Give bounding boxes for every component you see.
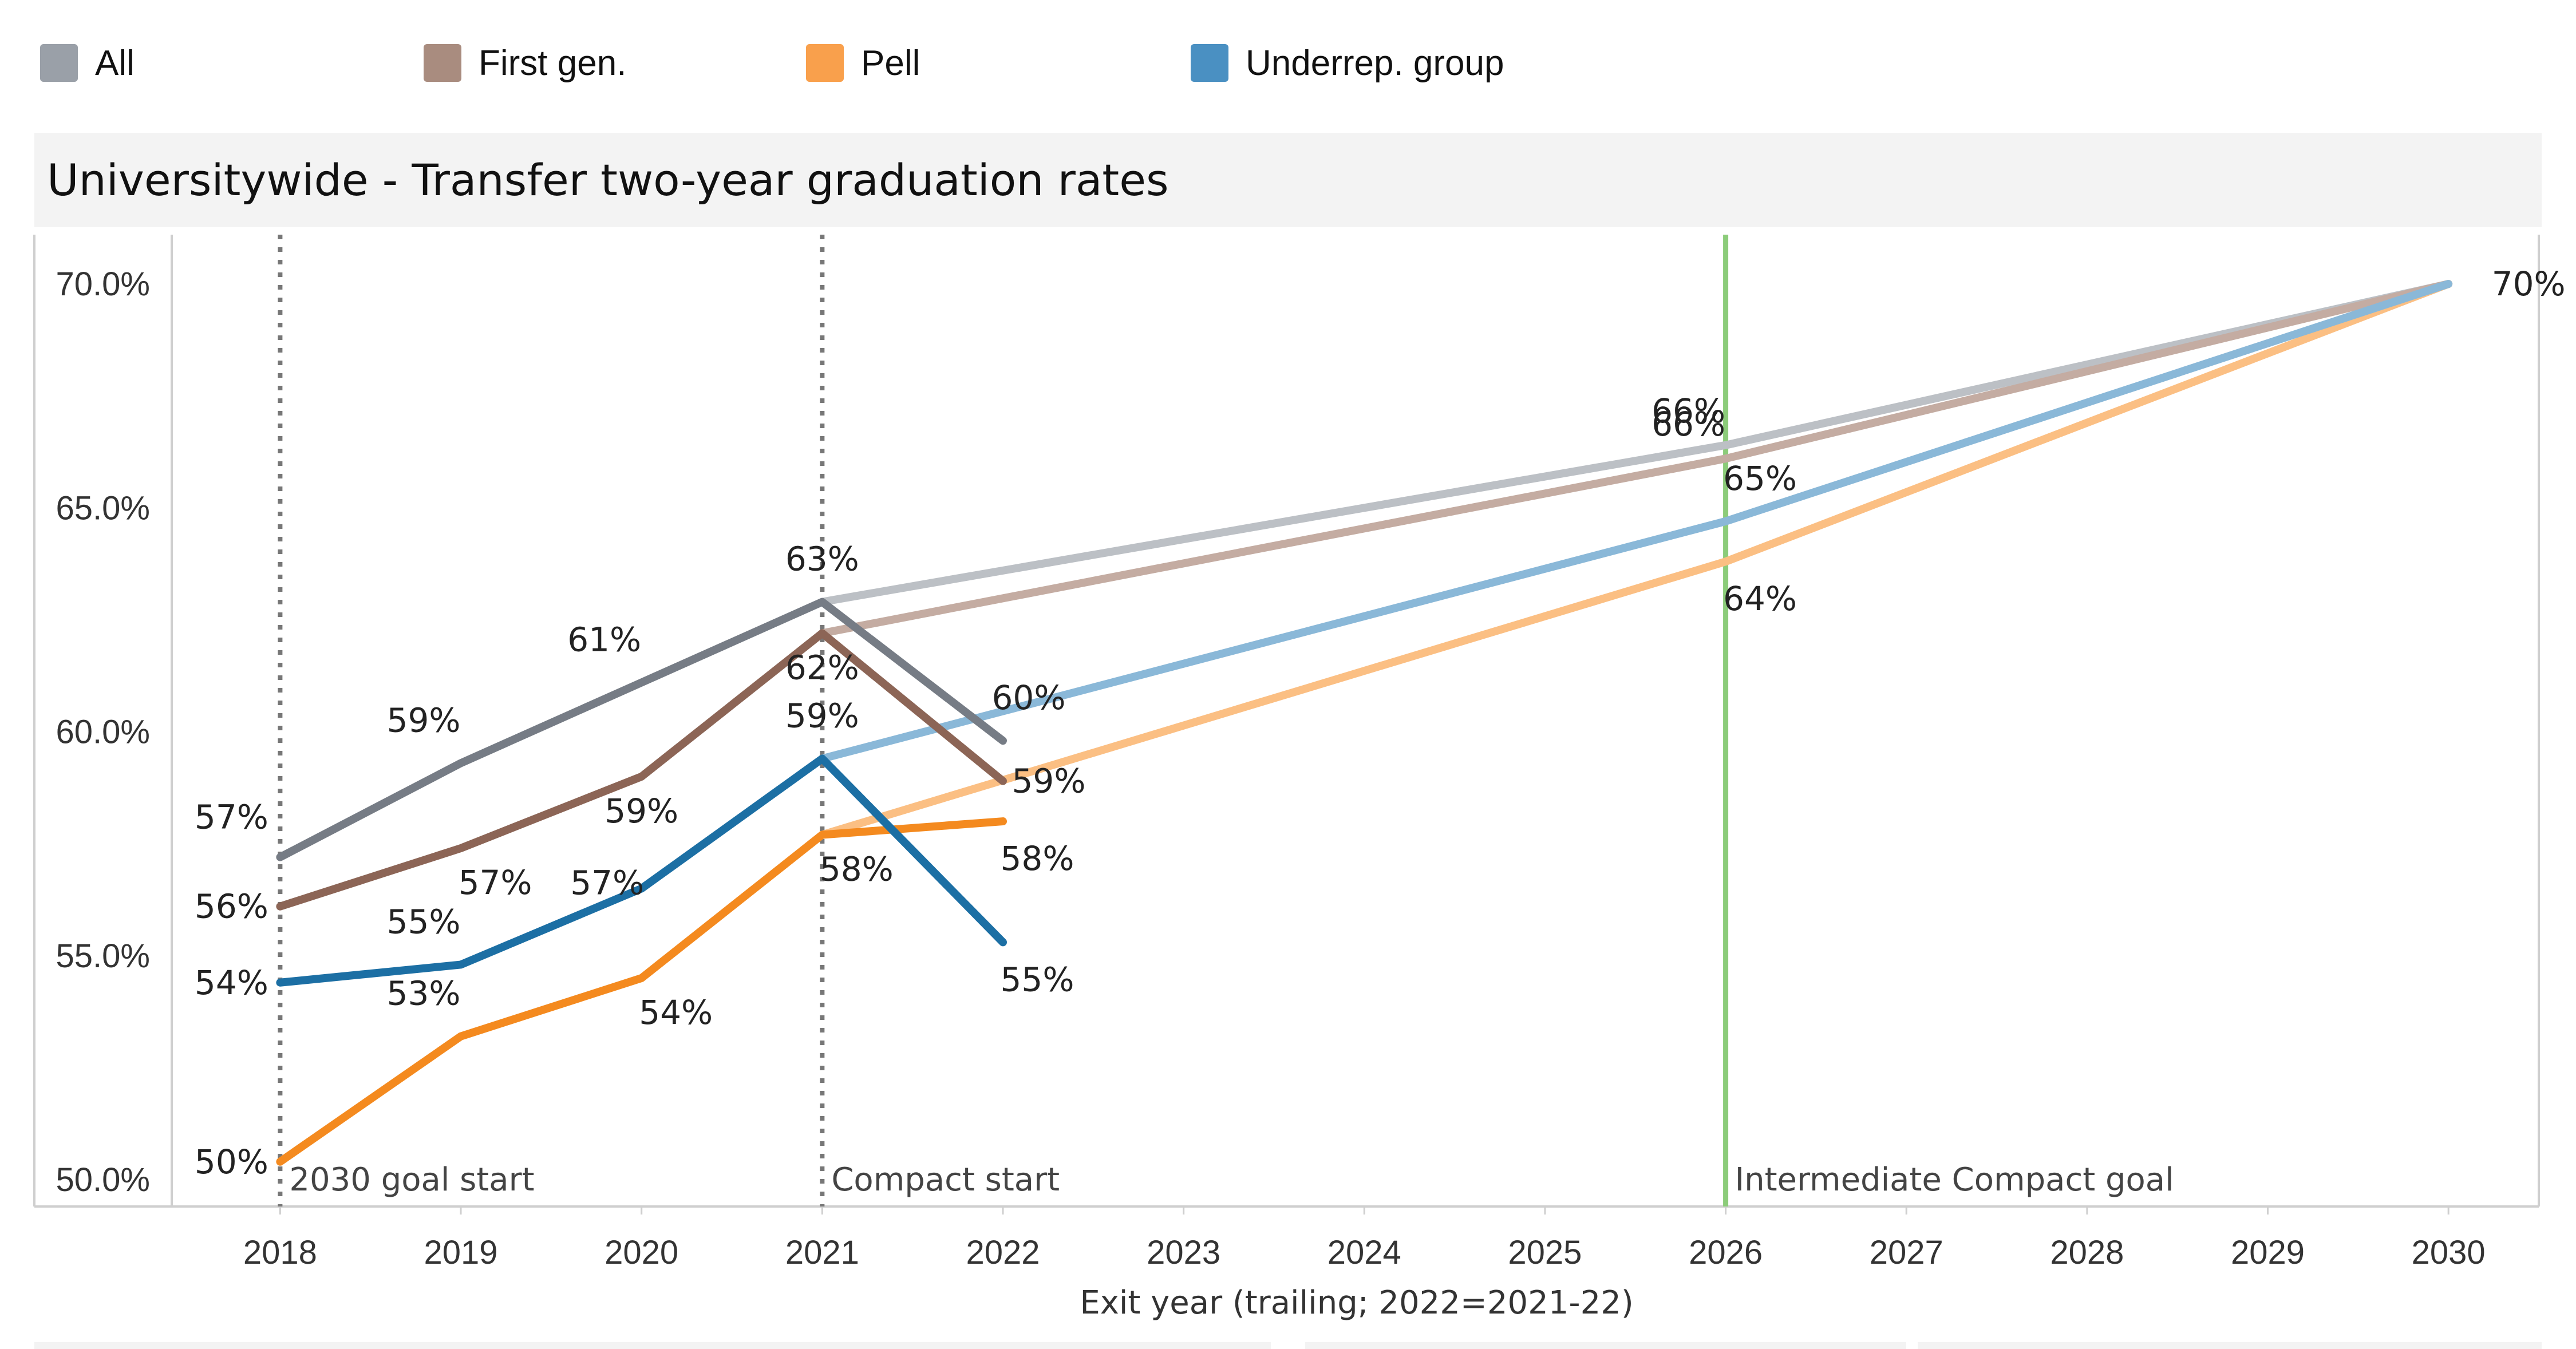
data-label: 62%	[785, 648, 859, 687]
data-label: 57%	[195, 798, 268, 837]
data-label: 60%	[992, 678, 1066, 717]
series-line-first-gen	[276, 629, 1007, 911]
x-tick-label: 2018	[243, 1234, 317, 1271]
data-label: 59%	[1012, 762, 1086, 801]
y-tick-label: 65.0%	[56, 489, 150, 527]
x-tick-label: 2026	[1689, 1234, 1763, 1271]
goal-data-label: 70%	[2492, 264, 2566, 303]
y-tick-label: 50.0%	[56, 1161, 150, 1198]
legend-label-first-gen: First gen.	[479, 43, 627, 83]
data-label: 58%	[1001, 839, 1074, 878]
legend-label-pell: Pell	[861, 43, 920, 83]
data-label: 57%	[459, 863, 532, 902]
y-tick-label: 60.0%	[56, 714, 150, 751]
goal-line-all	[818, 280, 2453, 606]
x-tick-label: 2025	[1508, 1234, 1582, 1271]
x-tick-label: 2027	[1870, 1234, 1943, 1271]
x-tick-label: 2024	[1327, 1234, 1401, 1271]
legend-swatch-underrep-group	[1191, 44, 1228, 82]
x-tick-label: 2030	[2412, 1234, 2486, 1271]
legend-swatch-pell	[806, 44, 844, 82]
data-label: 50%	[195, 1142, 268, 1181]
data-label: 55%	[1001, 960, 1074, 999]
legend-swatch-all	[40, 44, 78, 82]
goal-data-label: 65%	[1723, 459, 1797, 498]
x-tick-label: 2019	[424, 1234, 498, 1271]
x-tick-label: 2029	[2231, 1234, 2305, 1271]
y-tick-label: 70.0%	[56, 266, 150, 303]
series-line-pell	[276, 817, 1007, 1166]
chart-title-bar: Universitywide - Transfer two-year gradu…	[34, 133, 2542, 227]
bottom-panel-middle	[1305, 1342, 1906, 1349]
legend-item-pell[interactable]: Pell	[806, 31, 920, 94]
legend-item-all[interactable]: All	[40, 31, 135, 94]
chart-title: Universitywide - Transfer two-year gradu…	[47, 155, 1169, 205]
legend-item-underrep-group[interactable]: Underrep. group	[1191, 31, 1504, 94]
legend: All First gen. Pell Underrep. group	[40, 31, 2559, 94]
data-label: 63%	[785, 540, 859, 579]
x-tick-label: 2028	[2050, 1234, 2124, 1271]
x-tick-label: 2022	[966, 1234, 1040, 1271]
goal-line-pell	[818, 280, 2453, 839]
legend-swatch-first-gen	[424, 44, 461, 82]
goal-data-label: 66%	[1652, 391, 1725, 430]
goal-data-label: 66%	[1652, 405, 1725, 444]
data-label: 56%	[195, 887, 268, 926]
data-label: 61%	[567, 620, 641, 659]
goal-data-label: 64%	[1723, 579, 1797, 618]
goal-line-underrep-group	[818, 280, 2453, 763]
bottom-panel-left	[34, 1342, 1271, 1349]
reference-label-intermediate-compact-goal: Intermediate Compact goal	[1735, 1161, 2174, 1198]
data-label: 54%	[639, 993, 713, 1032]
bottom-panel-right	[1918, 1342, 2542, 1349]
x-tick-label: 2023	[1147, 1234, 1220, 1271]
data-label: 57%	[570, 863, 644, 902]
legend-item-first-gen[interactable]: First gen.	[424, 31, 626, 94]
data-label: 59%	[605, 792, 678, 830]
reference-label-2030-goal-start: 2030 goal start	[289, 1161, 534, 1198]
data-label: 55%	[387, 902, 461, 941]
data-label: 58%	[820, 850, 894, 889]
y-tick-label: 55.0%	[56, 937, 150, 975]
data-label: 59%	[785, 697, 859, 735]
series-line-underrep-group	[276, 754, 1007, 987]
x-axis-label: Exit year (trailing; 2022=2021-22)	[1080, 1284, 1633, 1322]
data-label: 54%	[195, 963, 268, 1002]
series-line-all	[276, 598, 1007, 861]
goal-line-first-gen	[818, 280, 2453, 638]
legend-label-all: All	[95, 43, 135, 83]
x-tick-label: 2021	[785, 1234, 859, 1271]
legend-label-underrep-group: Underrep. group	[1246, 43, 1504, 83]
data-label: 59%	[387, 701, 461, 739]
reference-label-compact-start: Compact start	[831, 1161, 1060, 1198]
data-label: 53%	[387, 974, 461, 1013]
x-tick-label: 2020	[605, 1234, 678, 1271]
